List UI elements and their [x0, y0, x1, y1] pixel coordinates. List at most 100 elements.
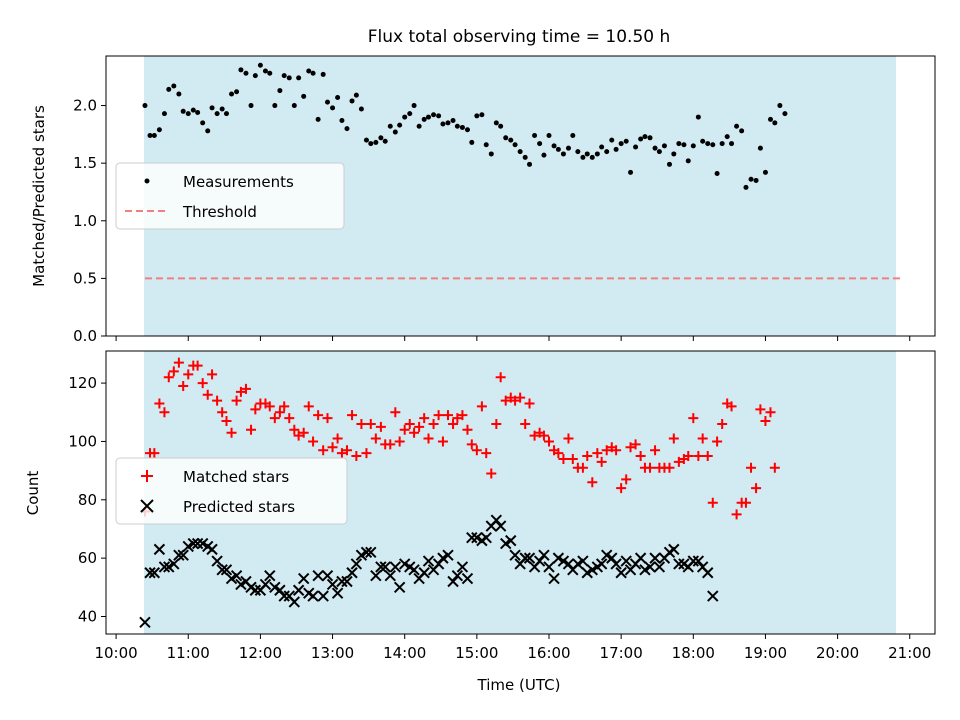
predicted-stars-point: [422, 555, 435, 567]
predicted-stars-point: [370, 569, 382, 582]
matched-stars-point: [404, 418, 415, 429]
predicted-stars-point: [288, 596, 301, 608]
matched-stars-point: [332, 433, 343, 444]
measurements-point: [503, 135, 509, 141]
measurements-point: [570, 133, 576, 139]
y-tick-label: 100: [68, 432, 97, 450]
predicted-stars-point: [216, 564, 228, 576]
predicted-stars-point: [610, 558, 622, 570]
predicted-stars-point: [461, 572, 474, 585]
predicted-stars-point: [365, 546, 377, 559]
predicted-stars-point: [707, 590, 719, 602]
measurements-point: [238, 67, 244, 73]
bottom-panel-marks: [139, 357, 780, 629]
predicted-stars-point: [312, 569, 324, 582]
measurements-point: [205, 128, 211, 134]
measurements-point: [604, 149, 610, 155]
measurements-point: [180, 108, 186, 114]
measurements-point: [599, 144, 605, 150]
measurements-point: [710, 142, 716, 148]
predicted-stars-point: [577, 555, 589, 567]
matched-stars-point: [611, 445, 622, 456]
matched-stars-point: [707, 497, 718, 508]
matched-stars-point: [601, 445, 612, 456]
predicted-stars-point: [168, 558, 180, 570]
matched-stars-point: [231, 395, 242, 406]
predicted-stars-point: [692, 555, 705, 567]
matched-stars-point: [751, 483, 762, 494]
matched-stars-point: [308, 436, 319, 447]
matched-stars-point: [221, 416, 232, 427]
measurements-point: [243, 70, 249, 76]
y-tick-label: 60: [78, 549, 97, 567]
predicted-stars-point: [384, 569, 396, 582]
matched-stars-point: [178, 381, 189, 392]
predicted-stars-point: [519, 552, 531, 564]
matched-stars-point: [466, 439, 477, 450]
measurements-point: [565, 145, 571, 151]
measurements-point: [185, 111, 191, 117]
measurements-point: [671, 151, 677, 157]
measurements-point: [782, 111, 788, 117]
matched-stars-point: [428, 418, 439, 429]
x-tick-label: 14:00: [383, 644, 426, 662]
predicted-stars-point: [278, 590, 290, 602]
matched-stars-point: [303, 401, 314, 412]
measurements-point: [151, 133, 157, 139]
predicted-stars-point: [177, 549, 189, 561]
measurements-point: [483, 142, 489, 148]
measurements-point: [286, 75, 292, 81]
measurements-point: [368, 141, 374, 147]
y-tick-label: 120: [68, 374, 97, 392]
measurements-point: [488, 151, 494, 157]
matched-stars-point: [341, 445, 352, 456]
matched-stars-point: [212, 395, 223, 406]
x-tick-label: 16:00: [527, 644, 570, 662]
matched-stars-point: [457, 410, 468, 421]
measurements-point: [277, 88, 283, 94]
bottom-panel-ticks: 40 60 80 100 120 10:00 11:00 12:00 13:00 14:00 15:…: [68, 374, 931, 662]
legend-measurements-marker: [144, 178, 150, 184]
matched-stars-point: [375, 421, 386, 432]
matched-stars-point: [269, 413, 280, 424]
matched-stars-point: [510, 395, 521, 406]
matched-stars-point: [385, 439, 396, 450]
matched-stars-point: [563, 433, 574, 444]
measurements-point: [267, 70, 273, 76]
measurements-point: [512, 142, 518, 148]
measurements-point: [541, 152, 547, 158]
predicted-stars-point: [668, 543, 680, 556]
predicted-stars-point: [297, 572, 310, 585]
measurements-point: [734, 123, 740, 129]
predicted-stars-point: [187, 537, 200, 550]
matched-stars-point: [390, 407, 401, 418]
x-tick-label: 20:00: [816, 644, 859, 662]
matched-stars-point: [414, 421, 425, 432]
matched-stars-point: [673, 456, 684, 467]
predicted-stars-point: [644, 561, 656, 573]
measurements-point: [324, 99, 330, 105]
matched-stars-point: [327, 442, 338, 453]
measurements-point: [445, 120, 451, 126]
measurements-point: [190, 107, 196, 113]
measurements-point: [652, 145, 658, 151]
predicted-stars-point: [408, 564, 420, 576]
measurements-point: [147, 133, 153, 139]
predicted-stars-point: [341, 575, 353, 588]
predicted-stars-point: [451, 569, 464, 582]
matched-stars-point: [697, 433, 708, 444]
predicted-stars-point: [634, 552, 647, 564]
measurements-point: [320, 71, 326, 77]
bottom-panel-frame: [105, 350, 936, 635]
matched-stars-point: [529, 430, 540, 441]
measurements-point: [209, 105, 215, 111]
matched-stars-point: [520, 418, 531, 429]
measurements-point: [638, 136, 644, 142]
measurements-point: [353, 92, 359, 98]
y-tick-label: 1.5: [73, 154, 97, 172]
predicted-stars-point: [620, 555, 632, 567]
top-legend-box: [115, 162, 345, 230]
bottom-legend: Matched stars Predicted stars: [115, 457, 348, 525]
measurements-point: [609, 137, 615, 143]
matched-stars-point: [491, 418, 502, 429]
